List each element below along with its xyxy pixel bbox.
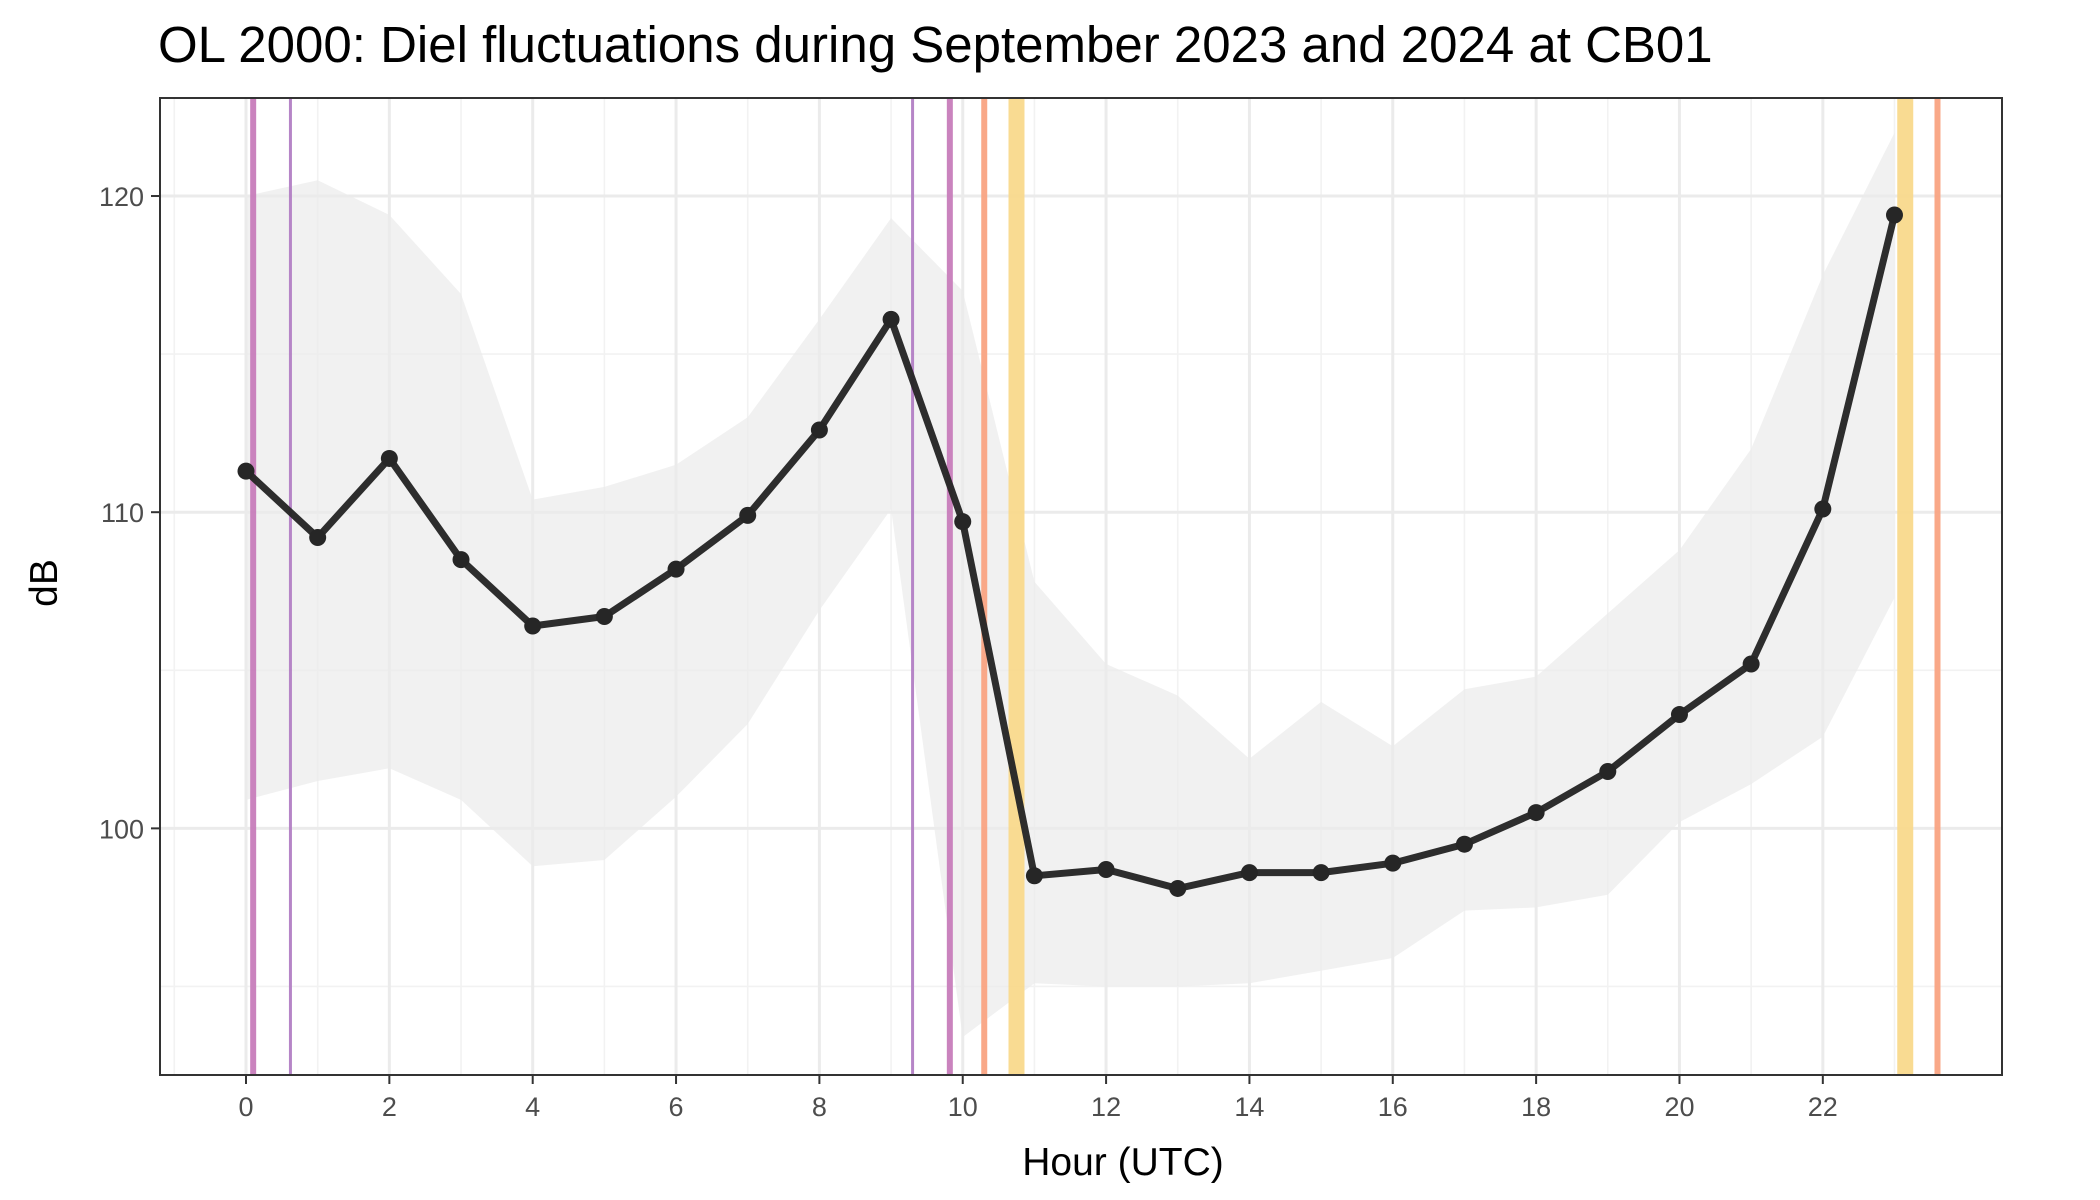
data-point: [1885, 206, 1903, 224]
data-point: [380, 449, 398, 467]
data-point: [1670, 706, 1688, 724]
x-tick-label: 14: [1234, 1092, 1264, 1122]
data-point: [524, 617, 542, 635]
x-tick-label: 16: [1378, 1092, 1408, 1122]
x-tick-label: 2: [382, 1092, 397, 1122]
y-tick-label: 100: [99, 814, 144, 844]
y-tick-label: 120: [99, 182, 144, 212]
x-tick-label: 12: [1091, 1092, 1121, 1122]
x-tick-label: 6: [669, 1092, 684, 1122]
x-tick-label: 18: [1521, 1092, 1551, 1122]
x-tick-label: 4: [525, 1092, 540, 1122]
data-point: [1240, 864, 1258, 882]
data-point: [1599, 762, 1617, 780]
data-point: [739, 506, 757, 524]
data-point: [810, 421, 828, 439]
data-point: [1312, 864, 1330, 882]
data-point: [1025, 867, 1043, 885]
data-point: [667, 560, 685, 578]
data-point: [595, 608, 613, 626]
data-point: [1169, 879, 1187, 897]
series-line: [242, 211, 1898, 892]
plot-panel: [159, 97, 2003, 1076]
y-tick-label: 110: [101, 498, 144, 528]
x-tick-label: 22: [1808, 1092, 1838, 1122]
data-point: [1527, 804, 1545, 822]
x-tick-label: 8: [812, 1092, 827, 1122]
plot-content: [237, 98, 1941, 1075]
data-point: [882, 310, 900, 328]
y-axis-title: dB: [23, 559, 66, 607]
confidence-ribbon: [246, 132, 1895, 1038]
data-point: [309, 528, 327, 546]
data-point: [1097, 860, 1115, 878]
x-tick-label: 10: [948, 1092, 978, 1122]
x-tick-label: 0: [238, 1092, 253, 1122]
chart-title: OL 2000: Diel fluctuations during Septem…: [158, 16, 1713, 73]
data-point: [452, 551, 470, 569]
x-axis-title: Hour (UTC): [1022, 1141, 1224, 1184]
data-point: [1814, 500, 1832, 518]
data-point: [237, 462, 255, 480]
data-point: [1742, 655, 1760, 673]
x-tick-label: 20: [1664, 1092, 1694, 1122]
x-axis: 0 2 4 6 8 10 12 14 16 18 20 22: [238, 1075, 1838, 1122]
data-point: [1455, 835, 1473, 853]
y-axis: 100 110 120: [99, 182, 160, 844]
data-point: [954, 513, 972, 531]
panel-border: [159, 97, 2003, 1076]
data-point: [1384, 854, 1402, 872]
